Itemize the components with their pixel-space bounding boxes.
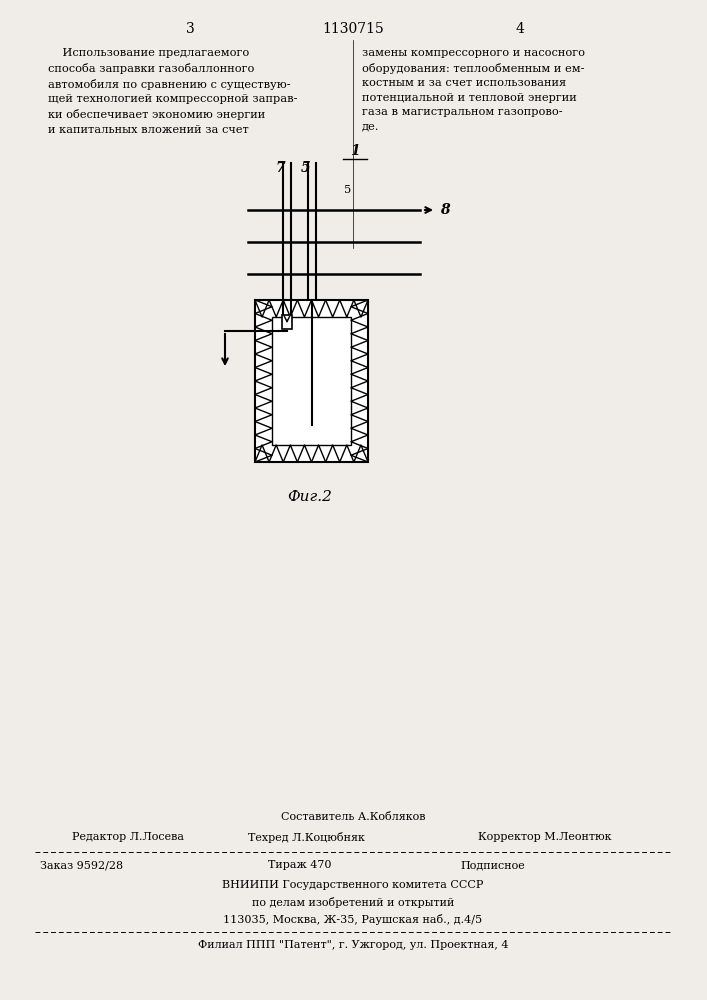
Bar bbox=[255, 300, 368, 462]
Text: 5: 5 bbox=[344, 185, 351, 195]
Text: Тираж 470: Тираж 470 bbox=[268, 860, 332, 870]
Text: 4: 4 bbox=[515, 22, 525, 36]
Text: Использование предлагаемого
способа заправки газобаллонного
автомобиля по сравне: Использование предлагаемого способа запр… bbox=[48, 48, 298, 135]
Text: 1: 1 bbox=[350, 144, 360, 158]
Text: замены компрессорного и насосного
оборудования: теплообменным и ем-
костным и за: замены компрессорного и насосного оборуд… bbox=[362, 48, 585, 132]
Text: 3: 3 bbox=[186, 22, 194, 36]
Text: Составитель А.Кобляков: Составитель А.Кобляков bbox=[281, 812, 425, 822]
Text: Техред Л.Коцюбняк: Техред Л.Коцюбняк bbox=[248, 832, 365, 843]
Text: Подписное: Подписное bbox=[460, 860, 525, 870]
Text: 8: 8 bbox=[440, 203, 450, 217]
Text: Корректор М.Леонтюк: Корректор М.Леонтюк bbox=[478, 832, 612, 842]
Bar bbox=[272, 317, 351, 445]
Text: Заказ 9592/28: Заказ 9592/28 bbox=[40, 860, 123, 870]
Text: 5: 5 bbox=[300, 161, 310, 175]
Bar bbox=[282, 315, 292, 329]
Text: по делам изобретений и открытий: по делам изобретений и открытий bbox=[252, 897, 454, 908]
Text: 113035, Москва, Ж-35, Раушская наб., д.4/5: 113035, Москва, Ж-35, Раушская наб., д.4… bbox=[223, 914, 483, 925]
Text: 7: 7 bbox=[275, 161, 285, 175]
Text: ВНИИПИ Государственного комитета СССР: ВНИИПИ Государственного комитета СССР bbox=[222, 880, 484, 890]
Text: Фиг.2: Фиг.2 bbox=[288, 490, 332, 504]
Text: Редактор Л.Лосева: Редактор Л.Лосева bbox=[72, 832, 184, 842]
Text: 1130715: 1130715 bbox=[322, 22, 384, 36]
Text: Филиал ППП "Патент", г. Ужгород, ул. Проектная, 4: Филиал ППП "Патент", г. Ужгород, ул. Про… bbox=[198, 940, 508, 950]
